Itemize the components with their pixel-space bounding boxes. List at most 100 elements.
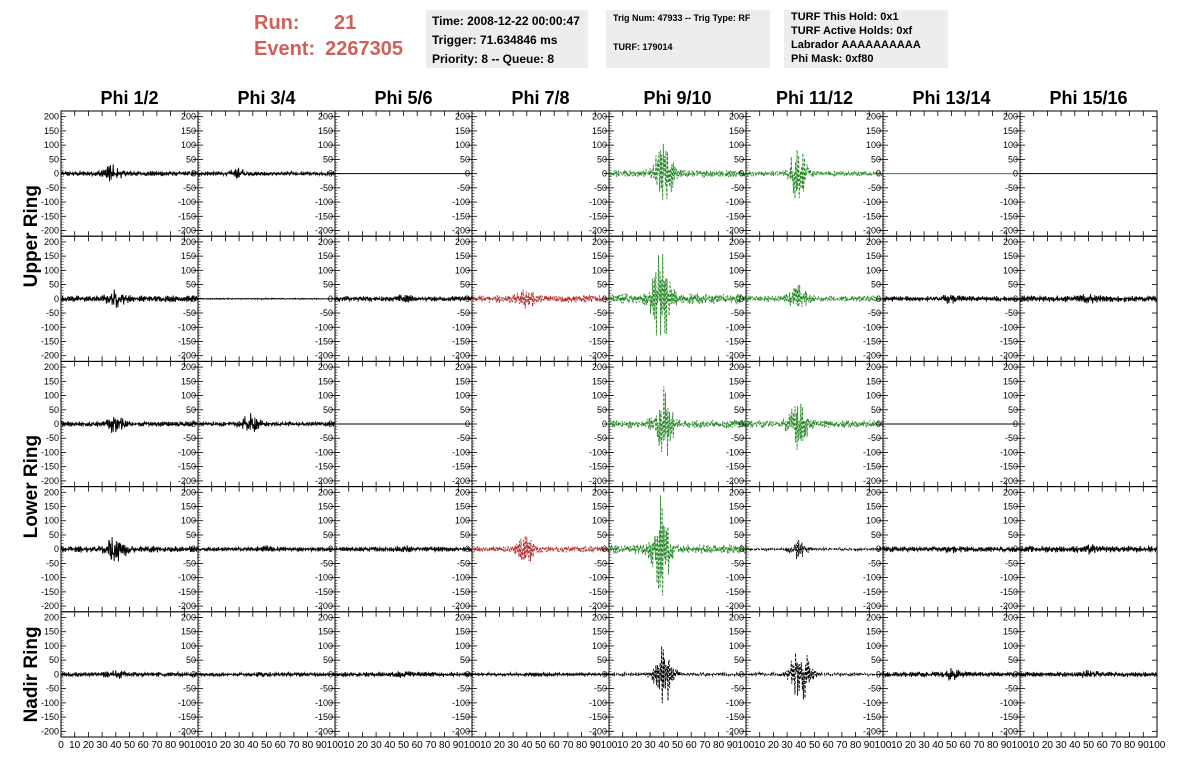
waveform-panel: 200 150 100 50 0 -50 -100 -150 -200	[178, 360, 336, 488]
y-tick-label: -100	[589, 197, 607, 207]
waveform-panel: 200 150 100 50 0 -50 -100 -150 -200	[41, 486, 199, 613]
y-tick-label: -200	[41, 351, 59, 361]
x-tick-label: 10	[1028, 740, 1040, 751]
x-tick-label: 20	[357, 740, 369, 751]
y-tick-label: 50	[597, 280, 607, 290]
y-tick-label: 200	[44, 487, 59, 497]
y-tick-label: 0	[191, 669, 196, 679]
y-tick-label: -200	[726, 476, 744, 486]
y-tick-label: 0	[54, 419, 59, 429]
y-tick-label: -100	[178, 197, 196, 207]
waveform-panel: 200 150 100 50 0 -50 -100 -150 -200	[315, 611, 473, 738]
y-tick-label: 150	[729, 627, 744, 637]
y-tick-label: 200	[729, 237, 744, 247]
y-tick-label: 0	[1013, 169, 1018, 179]
y-tick-label: 200	[729, 612, 744, 622]
y-tick-label: -200	[589, 476, 607, 486]
y-tick-label: 150	[592, 502, 607, 512]
y-tick-label: 50	[49, 655, 59, 665]
y-tick-label: 150	[455, 376, 470, 386]
y-tick-label: 50	[1008, 154, 1018, 164]
y-tick-label: 50	[734, 154, 744, 164]
y-tick-label: 0	[739, 669, 744, 679]
x-tick-label: 20	[83, 740, 95, 751]
run-value: 21	[334, 12, 357, 34]
x-tick-label: 20	[631, 740, 643, 751]
y-tick-label: -100	[589, 573, 607, 583]
y-tick-label: 150	[729, 126, 744, 136]
y-tick-label: 150	[592, 126, 607, 136]
y-tick-label: 100	[318, 641, 333, 651]
y-tick-label: 50	[734, 655, 744, 665]
y-tick-label: 100	[318, 391, 333, 401]
y-tick-label: -200	[863, 226, 881, 236]
y-tick-label: 50	[734, 405, 744, 415]
y-tick-label: -100	[589, 322, 607, 332]
waveform-trace	[197, 412, 336, 432]
y-tick-label: -200	[863, 601, 881, 611]
y-tick-label: -100	[315, 573, 333, 583]
waveform-trace	[882, 545, 1021, 554]
ring-label: Lower Ring	[21, 435, 42, 538]
y-tick-label: -50	[594, 183, 607, 193]
x-tick-label: 100	[1149, 740, 1166, 751]
y-tick-label: -200	[452, 351, 470, 361]
y-tick-label: -150	[589, 712, 607, 722]
y-tick-label: 200	[1003, 487, 1018, 497]
waveform-panel: 200 150 100 50 0 -50 -100 -150 -200	[726, 486, 884, 613]
y-tick-label: -100	[726, 197, 744, 207]
waveform-panel: 200 150 100 50 0 -50 -100 -150 -200	[726, 235, 884, 362]
y-tick-label: -150	[1000, 712, 1018, 722]
column-title: Phi 1/2	[100, 88, 158, 108]
y-tick-label: -150	[41, 211, 59, 221]
waveform-panel: 200 150 100 50 0 -50 -100 -150 -200	[589, 360, 747, 488]
waveform-panel: 200 150 100 50 0 -50 -100 -150 -200	[41, 360, 199, 488]
y-tick-label: -200	[178, 351, 196, 361]
waveform-trace	[471, 289, 610, 309]
waveform-panel: 200 150 100 50 0 -50 -100 -150 -200	[41, 110, 199, 237]
waveform-panel: 200 150 100 50 0 -50 -100 -150 -200	[178, 235, 336, 362]
y-tick-label: -50	[457, 684, 470, 694]
x-tick-label: 10	[891, 740, 903, 751]
y-tick-label: 50	[871, 405, 881, 415]
y-tick-label: -100	[863, 197, 881, 207]
y-tick-label: 50	[734, 280, 744, 290]
y-tick-label: -100	[41, 322, 59, 332]
y-tick-label: -100	[315, 698, 333, 708]
y-tick-label: 50	[323, 405, 333, 415]
waveform-panel: 200 150 100 50 0 -50 -100 -150 -200	[1000, 360, 1158, 488]
x-tick-label: 30	[234, 740, 246, 751]
waveform-trace	[745, 403, 884, 451]
x-tick-label: 90	[727, 740, 739, 751]
y-tick-label: -200	[452, 476, 470, 486]
y-tick-label: 200	[44, 112, 59, 122]
y-tick-label: 50	[1008, 280, 1018, 290]
y-tick-label: -200	[726, 601, 744, 611]
y-tick-label: 200	[44, 362, 59, 372]
y-tick-label: -150	[726, 336, 744, 346]
waveform-panel: 200 150 100 50 0 -50 -100 -150 -200	[726, 110, 884, 237]
y-tick-label: 0	[191, 294, 196, 304]
y-tick-label: -50	[594, 433, 607, 443]
y-tick-label: -200	[1000, 726, 1018, 736]
waveform-trace	[197, 167, 336, 179]
y-tick-label: -150	[589, 336, 607, 346]
y-tick-label: 150	[592, 251, 607, 261]
y-tick-label: -150	[315, 712, 333, 722]
y-tick-label: 150	[1003, 502, 1018, 512]
waveform-trace	[60, 416, 199, 433]
waveform-trace	[60, 669, 199, 679]
waveform-trace	[882, 667, 1021, 681]
y-tick-label: -150	[178, 336, 196, 346]
y-tick-label: 100	[1003, 641, 1018, 651]
waveform-trace	[60, 289, 199, 308]
y-tick-label: -150	[726, 462, 744, 472]
y-tick-label: -50	[46, 308, 59, 318]
y-tick-label: -50	[594, 684, 607, 694]
y-tick-label: -50	[1005, 433, 1018, 443]
y-tick-label: -50	[320, 558, 333, 568]
x-tick-label: 100	[327, 740, 344, 751]
y-tick-label: 0	[328, 294, 333, 304]
y-tick-label: 100	[592, 516, 607, 526]
waveform-panel: 200 150 100 50 0 -50 -100 -150 -200	[178, 110, 336, 237]
